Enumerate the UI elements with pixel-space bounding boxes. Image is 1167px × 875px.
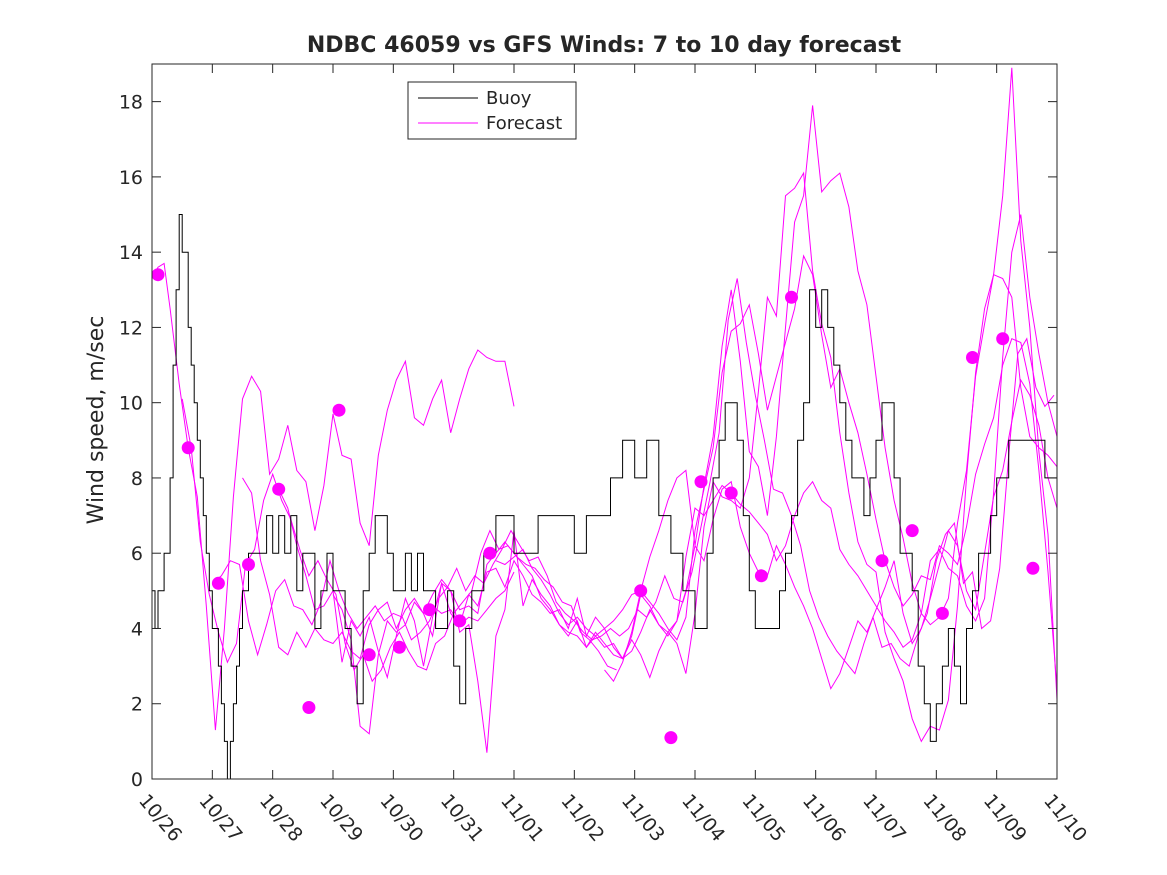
forecast-line-4 xyxy=(242,477,515,660)
forecast-marker xyxy=(754,569,768,583)
forecast-line-9 xyxy=(604,67,1057,701)
forecast-marker xyxy=(181,441,195,455)
y-tick-label: 12 xyxy=(119,317,143,339)
forecast-marker xyxy=(272,482,286,496)
forecast-marker xyxy=(242,558,255,571)
legend-buoy-label: Buoy xyxy=(486,88,532,109)
forecast-marker xyxy=(634,584,648,598)
forecast-marker xyxy=(724,486,738,500)
plot-frame xyxy=(151,63,1058,780)
forecast-marker xyxy=(362,648,376,662)
legend-forecast-label: Forecast xyxy=(486,113,562,134)
forecast-line-2 xyxy=(181,398,617,683)
forecast-marker xyxy=(483,546,497,560)
forecast-line-7 xyxy=(423,254,1057,689)
legend: Buoy Forecast xyxy=(407,81,577,140)
forecast-marker xyxy=(664,731,678,745)
y-tick-label: 6 xyxy=(131,543,143,565)
legend-box xyxy=(407,81,577,140)
forecast-line-3 xyxy=(211,278,1055,675)
forecast-line-1 xyxy=(152,262,515,731)
forecast-marker xyxy=(875,554,889,568)
forecast-marker xyxy=(1026,561,1040,575)
chart-title: NDBC 46059 vs GFS Winds: 7 to 10 day for… xyxy=(307,33,902,58)
y-tick-label: 16 xyxy=(119,167,143,189)
forecast-markers xyxy=(152,268,1040,745)
forecast-marker xyxy=(211,576,225,590)
forecast-marker xyxy=(694,475,708,489)
y-tick-label: 10 xyxy=(119,393,143,415)
forecast-marker xyxy=(905,524,919,538)
forecast-marker xyxy=(423,603,436,617)
forecast-marker xyxy=(935,606,949,620)
y-tick-label: 0 xyxy=(131,769,143,791)
y-axis-label: Wind speed, m/sec xyxy=(84,316,109,525)
y-tick-label: 18 xyxy=(119,92,143,114)
forecast-marker xyxy=(966,351,979,364)
data-lines xyxy=(152,67,1057,779)
forecast-marker xyxy=(453,614,467,628)
forecast-marker xyxy=(392,640,406,654)
forecast-marker xyxy=(302,701,316,714)
y-tick-label: 8 xyxy=(131,468,143,490)
forecast-line-8 xyxy=(495,214,1057,660)
y-tick-label: 4 xyxy=(131,618,143,640)
y-tick-label: 14 xyxy=(119,242,143,264)
y-axis-ticks: 0 2 4 6 8 10 12 14 16 18 xyxy=(119,92,1057,791)
forecast-marker xyxy=(332,403,346,417)
y-tick-label: 2 xyxy=(131,694,143,716)
forecast-marker xyxy=(996,332,1010,346)
forecast-marker xyxy=(785,290,798,304)
forecast-marker xyxy=(152,268,165,282)
